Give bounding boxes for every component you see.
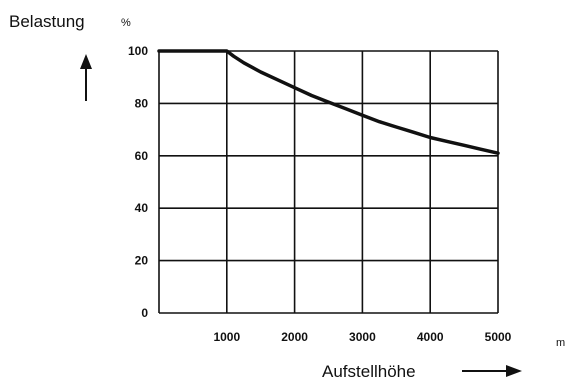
x-tick-label: 3000 xyxy=(349,330,376,344)
y-tick-label: 80 xyxy=(135,96,149,110)
y-tick-label: 100 xyxy=(128,44,148,58)
y-tick-label: 40 xyxy=(135,201,149,215)
x-axis-unit: m xyxy=(556,337,565,349)
y-axis-unit: % xyxy=(121,17,131,29)
up-arrow-icon xyxy=(80,54,92,101)
y-tick-labels: 0 20 40 60 80 100 xyxy=(128,44,148,320)
x-tick-label: 2000 xyxy=(281,330,308,344)
x-axis-label: Aufstellhöhe xyxy=(322,362,416,381)
y-axis-label: Belastung xyxy=(9,12,85,31)
y-tick-label: 0 xyxy=(141,306,148,320)
x-tick-label: 1000 xyxy=(213,330,240,344)
right-arrow-icon xyxy=(462,365,522,377)
x-tick-labels: 1000 2000 3000 4000 5000 xyxy=(213,330,511,344)
series xyxy=(157,49,500,155)
x-tick-label: 4000 xyxy=(417,330,444,344)
y-tick-label: 20 xyxy=(135,254,149,268)
series-line xyxy=(157,49,500,155)
x-tick-label: 5000 xyxy=(485,330,512,344)
y-tick-label: 60 xyxy=(135,149,149,163)
grid xyxy=(158,50,499,314)
